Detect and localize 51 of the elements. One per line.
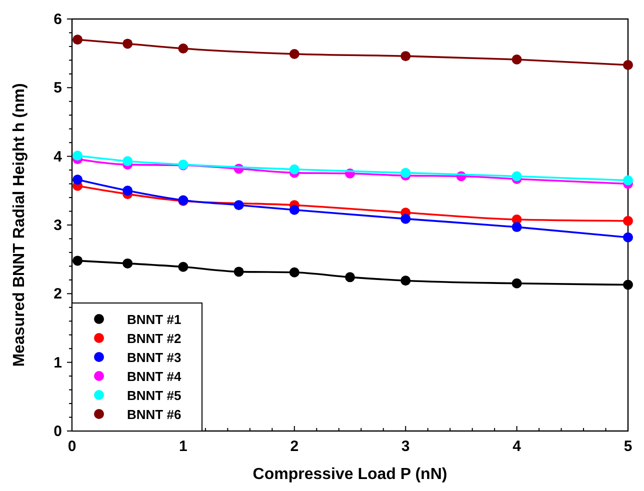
point	[400, 276, 411, 286]
point	[289, 204, 300, 215]
y-tick-label: 4	[54, 148, 63, 166]
point	[122, 186, 133, 196]
point	[178, 44, 188, 54]
point	[512, 278, 522, 288]
point	[72, 150, 83, 161]
legend-label: BNNT #4	[127, 369, 182, 384]
x-tick-label: 4	[512, 438, 522, 455]
x-tick-label: 1	[179, 438, 188, 455]
x-tick-label: 0	[68, 438, 76, 455]
point	[623, 216, 633, 226]
point	[400, 168, 411, 178]
legend-label: BNNT #3	[127, 350, 182, 365]
point	[512, 222, 522, 232]
y-tick-label: 0	[54, 423, 62, 440]
point	[345, 272, 355, 282]
point	[400, 51, 411, 62]
point	[623, 232, 633, 242]
point	[512, 54, 522, 65]
y-tick-label: 5	[54, 80, 62, 97]
x-tick-label: 3	[401, 438, 410, 455]
y-tick-label: 6	[54, 11, 62, 28]
y-tick-label: 2	[54, 286, 62, 303]
point	[72, 34, 83, 45]
legend-label: BNNT #1	[127, 312, 182, 327]
point	[178, 262, 188, 272]
y-tick-label: 3	[54, 217, 62, 234]
point	[122, 156, 133, 166]
point	[234, 200, 244, 210]
point	[512, 171, 522, 182]
legend-label: BNNT #6	[127, 407, 182, 422]
legend-label: BNNT #5	[127, 388, 182, 403]
point	[623, 175, 633, 186]
x-tick-label: 5	[624, 438, 632, 455]
point	[72, 256, 83, 266]
y-tick-label: 1	[54, 354, 62, 372]
x-tick-label: 2	[290, 438, 299, 455]
point	[289, 267, 300, 278]
point	[122, 38, 133, 49]
point	[400, 214, 411, 224]
point	[289, 164, 300, 174]
legend-label: BNNT #2	[127, 331, 182, 346]
x-axis-title: Compressive Load P (nN)	[252, 466, 448, 483]
point	[234, 266, 244, 277]
point	[623, 280, 633, 290]
point	[623, 60, 633, 70]
point	[122, 258, 133, 268]
point	[72, 174, 83, 185]
point	[289, 49, 300, 60]
y-axis-title: Measured BNNT Radial Height h (nm)	[11, 83, 28, 367]
